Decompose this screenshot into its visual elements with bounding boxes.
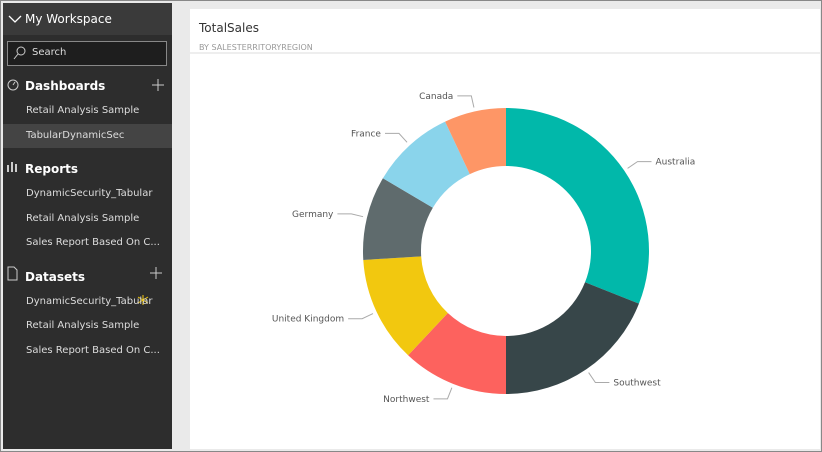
nav-item[interactable]: TabularDynamicSec xyxy=(26,129,125,141)
chart-subtitle: BY SALESTERRITORYREGION xyxy=(199,43,313,52)
nav-item[interactable]: Sales Report Based On C... xyxy=(26,344,160,356)
nav-item[interactable]: DynamicSecurity_Tabular xyxy=(26,295,153,307)
search-placeholder: Search xyxy=(32,47,67,58)
section-title[interactable]: Dashboards xyxy=(25,79,106,93)
nav-item[interactable]: Retail Analysis Sample xyxy=(26,320,140,331)
workspace-title: My Workspace xyxy=(25,12,112,26)
sidebar-icons xyxy=(7,79,164,305)
workspace-header[interactable]: My Workspace xyxy=(3,3,172,35)
donut-slice xyxy=(363,256,448,356)
leader-line xyxy=(457,95,475,108)
leader-line xyxy=(348,313,374,320)
donut-slice xyxy=(445,108,506,175)
sidebar: My Workspace Search Dashboards Retail Ana… xyxy=(3,3,172,449)
selected-highlight xyxy=(3,124,172,148)
leader-line xyxy=(384,132,408,143)
donut-slice xyxy=(506,282,639,394)
nav-item[interactable]: Sales Report Based On C... xyxy=(26,237,160,248)
slice-label: Northwest xyxy=(383,395,430,405)
section-title[interactable]: Reports xyxy=(25,162,79,176)
nav-item[interactable]: DynamicSecurity_Tabular xyxy=(26,188,153,199)
slice-label: Canada xyxy=(419,92,453,102)
slice-label: Germany xyxy=(292,210,334,220)
slice-label: United Kingdom xyxy=(272,315,344,325)
chart-area: TotalSales BY SALESTERRITORYREGION Austr… xyxy=(190,9,820,449)
slice-label: France xyxy=(351,129,381,139)
chart-title: TotalSales xyxy=(198,21,259,35)
leader-line xyxy=(588,372,610,384)
leader-line xyxy=(627,161,652,169)
search-box[interactable]: Search xyxy=(7,41,167,66)
donut-slice xyxy=(363,178,433,260)
search-icon xyxy=(13,46,26,60)
leader-line xyxy=(433,387,453,400)
slice-label: Australia xyxy=(656,158,696,168)
nav-item[interactable]: Retail Analysis Sample xyxy=(26,212,140,224)
leader-line xyxy=(337,213,364,218)
chevron-icon xyxy=(8,15,22,23)
section-title[interactable]: Datasets xyxy=(25,269,86,284)
donut-slice xyxy=(382,121,470,208)
donut-slice xyxy=(506,108,649,304)
slice-label: Southwest xyxy=(613,379,661,389)
donut-slice xyxy=(408,312,506,394)
nav-item[interactable]: Retail Analysis Sample xyxy=(26,105,140,116)
